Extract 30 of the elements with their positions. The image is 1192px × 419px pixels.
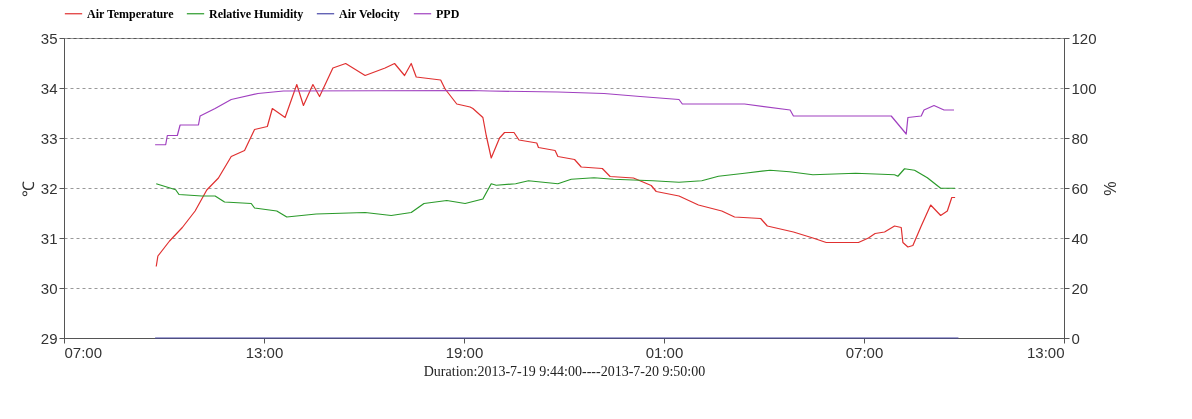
y2-tick-label: 100	[1071, 79, 1097, 97]
legend-label: Air Velocity	[339, 6, 400, 21]
y2-tick-label: 20	[1071, 279, 1089, 297]
y-tick-label: 30	[40, 279, 58, 297]
y-tick-label: 34	[40, 79, 58, 97]
y2-tick-label: 60	[1071, 179, 1089, 197]
y-tick-label: 33	[40, 129, 58, 147]
y2-tick-label: 40	[1071, 229, 1089, 247]
line-series	[154, 89, 955, 146]
x-tick-label: 19:00	[445, 343, 484, 361]
x-tick-label: 07:00	[64, 343, 103, 361]
legend-label: Air Temperature	[87, 6, 175, 21]
y-tick-label: 35	[40, 29, 58, 47]
y2-tick-label: 120	[1071, 29, 1097, 47]
y2-tick-label: 80	[1071, 129, 1089, 147]
x-tick-label: 01:00	[645, 343, 684, 361]
y-tick-label: 29	[40, 329, 58, 347]
y2-tick-label: 0	[1071, 329, 1080, 347]
line-series	[155, 62, 956, 268]
legend-label: Relative Humidity	[209, 6, 304, 21]
x-axis-title: Duration:2013-7-19 9:44:00----2013-7-20 9:50:00	[423, 363, 706, 379]
x-tick-label: 13:00	[245, 343, 284, 361]
x-tick-label: 07:00	[845, 343, 884, 361]
y-tick-label: 32	[40, 179, 58, 197]
line-series	[155, 168, 956, 218]
y-tick-label: 31	[40, 229, 58, 247]
y2-axis-title: %	[1100, 181, 1118, 196]
x-tick-label: 13:00	[1026, 343, 1065, 361]
y-axis-title: ℃	[19, 180, 37, 197]
legend-label: PPD	[436, 6, 460, 21]
